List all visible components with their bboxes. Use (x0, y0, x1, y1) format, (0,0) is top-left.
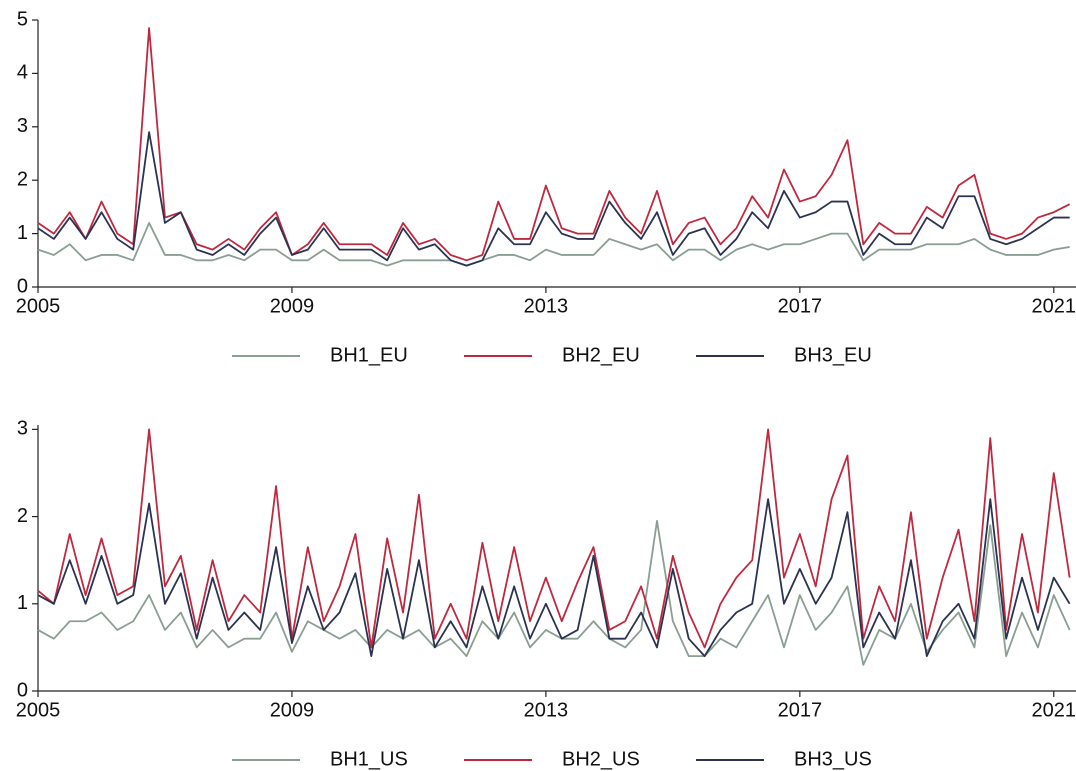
y-tick-label: 2 (17, 505, 28, 527)
x-tick-label: 2021 (1032, 295, 1076, 317)
series-line (37, 27, 1071, 262)
x-tick-label: 2017 (778, 699, 823, 721)
y-tick-label: 3 (17, 418, 28, 440)
series-line (37, 222, 1070, 267)
x-tick-label: 2021 (1032, 699, 1076, 721)
legend-label: BH1_EU (330, 344, 408, 366)
legend-label: BH1_US (330, 748, 408, 770)
y-tick-label: 5 (17, 8, 28, 30)
legend-label: BH2_US (562, 748, 640, 770)
y-tick-label: 3 (17, 115, 28, 137)
legend-label: BH3_US (794, 748, 872, 770)
x-tick-label: 2017 (778, 295, 823, 317)
y-tick-label: 0 (17, 679, 28, 701)
y-tick-label: 2 (17, 168, 28, 190)
y-tick-label: 4 (17, 62, 28, 84)
y-tick-label: 0 (17, 275, 28, 297)
series-line (37, 428, 1071, 649)
x-tick-label: 2009 (270, 295, 315, 317)
series-line (37, 498, 1071, 658)
x-tick-label: 2005 (16, 295, 61, 317)
legend-label: BH3_EU (794, 344, 872, 366)
x-tick-label: 2013 (524, 295, 569, 317)
y-tick-label: 1 (17, 592, 28, 614)
x-tick-label: 2009 (270, 699, 315, 721)
series-line (37, 131, 1070, 267)
y-tick-label: 1 (17, 222, 28, 244)
x-tick-label: 2005 (16, 699, 61, 721)
x-tick-label: 2013 (524, 699, 569, 721)
series-line (37, 520, 1071, 666)
legend-label: BH2_EU (562, 344, 640, 366)
